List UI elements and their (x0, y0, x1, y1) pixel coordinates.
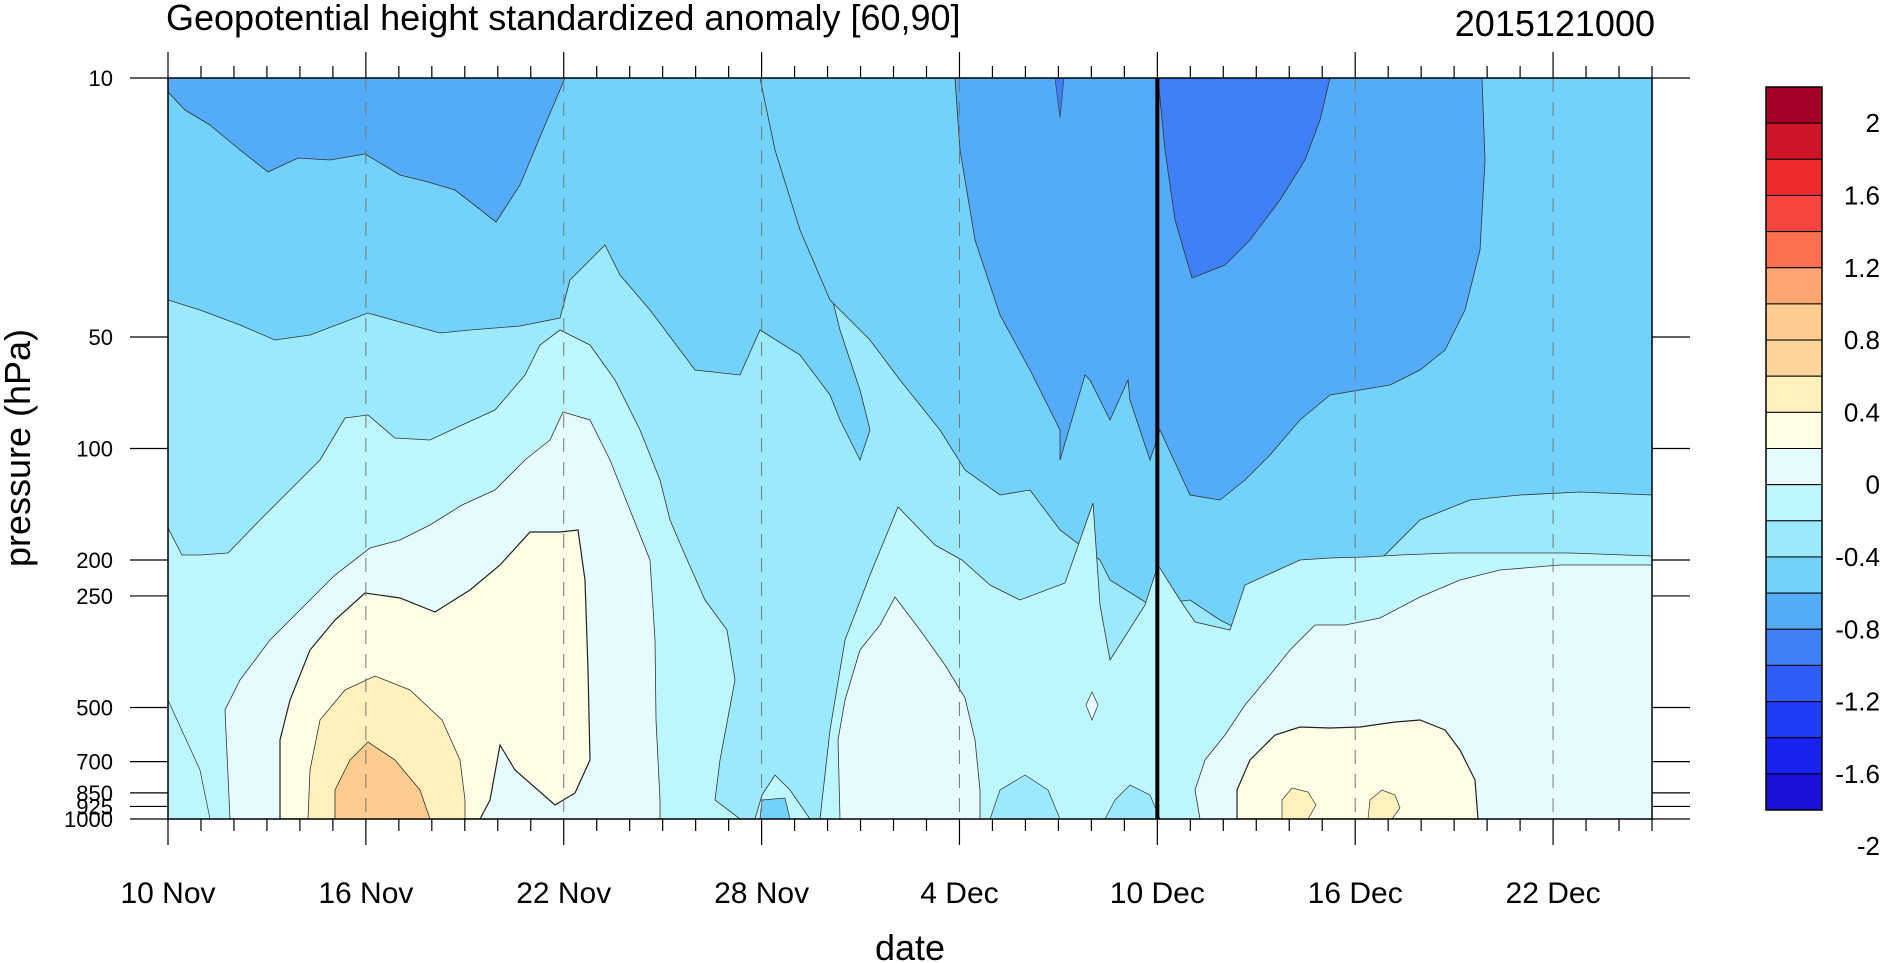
x-tick-label: 16 Dec (1308, 877, 1403, 910)
colorbar-swatch (1765, 158, 1823, 196)
blob-neg-10dec (1104, 784, 1161, 819)
colorbar-swatch (1765, 194, 1823, 233)
y-tick-label: 500 (76, 695, 113, 720)
x-axis-label: date (875, 927, 945, 963)
x-tick-label: 4 Dec (920, 877, 998, 910)
y-tick-label: 1000 (64, 807, 113, 832)
colorbar-swatch (1765, 773, 1823, 811)
blob-neg-7dec (989, 774, 1061, 819)
colorbar-swatch (1765, 628, 1823, 666)
colorbar-label: 2 (1866, 108, 1880, 138)
blob-pos-dec-b (1367, 789, 1401, 819)
blob-neg-late-nov (759, 797, 791, 819)
colorbar-swatch (1765, 267, 1823, 305)
colorbar-swatch (1765, 484, 1823, 522)
y-tick-label: 850 (76, 781, 113, 806)
x-axis: 10 Nov 16 Nov 22 Nov 28 Nov 4 Dec 10 Dec 16 De… (120, 52, 1653, 910)
colorbar-swatch (1765, 448, 1823, 486)
colorbar-label: 1.2 (1844, 253, 1880, 283)
colorbar-swatch (1765, 592, 1823, 630)
colorbar-label: -0.4 (1835, 542, 1880, 572)
colorbar-label: -1.6 (1835, 759, 1880, 789)
colorbar-label: -2 (1857, 831, 1880, 861)
x-tick-label: 10 Nov (120, 877, 215, 910)
colorbar-label: 0.4 (1844, 397, 1880, 427)
x-tick-label: 22 Nov (516, 877, 611, 910)
date-stamp: 2015121000 (1455, 3, 1655, 44)
y-tick-label: 50 (89, 325, 113, 350)
band-pos-0.4-0.6-nov (334, 741, 431, 819)
y-tick-label: 925 (76, 794, 113, 819)
y-tick-label: 10 (89, 66, 113, 91)
band-neg-0.8-1.0-dec (954, 78, 1486, 501)
y-tick-label: 700 (76, 750, 113, 775)
colorbar-swatch (1765, 411, 1823, 450)
colorbar-swatch (1765, 303, 1823, 341)
x-tick-label: 28 Nov (714, 877, 809, 910)
y-axis-label: pressure (hPa) (0, 329, 38, 567)
contour-field (168, 78, 1652, 819)
colorbar-swatch (1765, 231, 1823, 269)
band-left-edge (168, 699, 211, 819)
colorbar-label: -1.2 (1835, 687, 1880, 717)
y-tick-label: 200 (76, 548, 113, 573)
x-tick-label: 16 Nov (318, 877, 413, 910)
band-neg-1.0-1.2-core (1157, 78, 1331, 279)
x-tick-label: 10 Dec (1110, 877, 1205, 910)
colorbar-label: 1.6 (1844, 180, 1880, 210)
colorbar-swatch (1765, 664, 1823, 703)
colorbar-swatch (1765, 122, 1823, 160)
colorbar-swatch (1765, 701, 1823, 739)
colorbar-swatch (1765, 86, 1823, 124)
colorbar-label: 0 (1866, 470, 1880, 500)
colorbar-label: -0.8 (1835, 614, 1880, 644)
band-neg-0.6-0.8-upper-left (168, 78, 871, 462)
y-tick-label: 250 (76, 584, 113, 609)
colorbar-frame (1765, 86, 1823, 811)
colorbar-swatch (1765, 339, 1823, 377)
colorbar-label: 0.8 (1844, 325, 1880, 355)
colorbar-swatch (1765, 737, 1823, 775)
y-tick-label: 100 (76, 437, 113, 462)
colorbar-swatch (1765, 520, 1823, 558)
colorbar: 2 1.6 1.2 0.8 0.4 0 -0.4 -0.8 -1.2 -1.6 -2 (1765, 86, 1880, 861)
x-tick-label: 22 Dec (1506, 877, 1601, 910)
colorbar-swatch (1765, 375, 1823, 413)
band-neg-0.8-1.0-upper-left (168, 78, 566, 223)
blob-pos-dec-a (1281, 787, 1317, 819)
band-neg-spike (1054, 78, 1065, 119)
diamond-9dec (1085, 691, 1099, 721)
chart-title: Geopotential height standardized anomaly… (166, 0, 961, 38)
colorbar-swatch (1765, 556, 1823, 594)
band-0-neg-0.2-early-dec (837, 596, 981, 819)
